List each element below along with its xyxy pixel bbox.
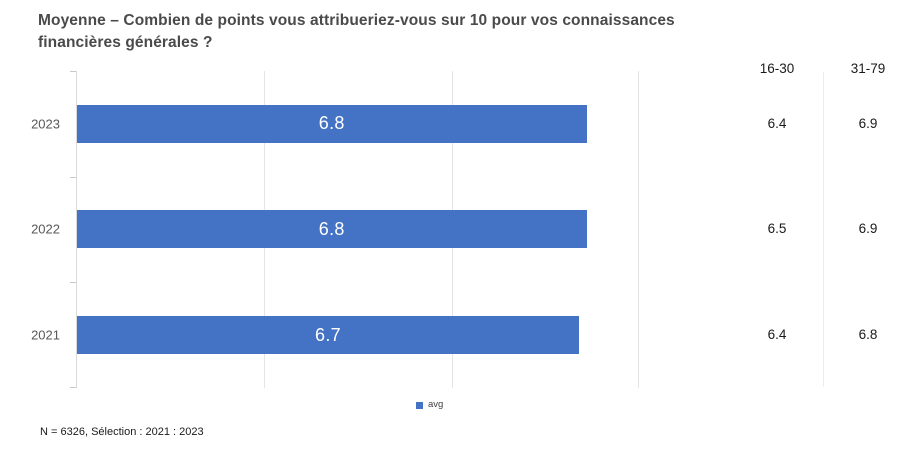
bar-2021-avg[interactable]: 6.7 [77,316,580,355]
axis-tick [70,282,76,284]
axis-tick [70,71,76,72]
bar-row-2021: 2021 6.7 [31,282,639,388]
bar-2023-avg[interactable]: 6.8 [77,104,587,143]
age-column-header-16-30: 16-30 [759,61,795,76]
category-label-2021: 2021 [31,327,60,343]
age-value-2023-31-79: 6.9 [858,116,878,131]
age-value-2023-16-30: 6.4 [767,116,787,131]
legend[interactable]: avg [416,400,443,410]
bar-data-label: 6.8 [318,113,345,134]
age-column-header-31-79: 31-79 [850,61,886,76]
axis-tick [70,387,76,388]
category-label-2022: 2022 [31,221,60,237]
bar-data-label: 6.8 [318,218,345,239]
legend-swatch-icon [416,401,423,409]
age-value-2022-31-79: 6.9 [858,221,878,236]
axis-tick [70,176,76,178]
age-column-divider [823,72,824,387]
bar-2022-avg[interactable]: 6.8 [77,210,587,249]
bar-row-2022: 2022 6.8 [31,177,639,283]
age-value-2021-31-79: 6.8 [858,327,878,342]
gridline [638,71,639,388]
chart-title: Moyenne – Combien de points vous attribu… [38,12,675,51]
age-value-2022-16-30: 6.5 [767,221,787,236]
plot-area: 2023 6.8 2022 6.8 2021 6.7 [31,71,639,388]
age-value-2021-16-30: 6.4 [767,327,787,342]
bar-row-2023: 2023 6.8 [31,71,639,177]
bar-data-label: 6.7 [315,324,341,345]
legend-label: avg [428,399,444,410]
category-label-2023: 2023 [31,116,60,132]
footnote: N = 6326, Sélection : 2021 : 2023 [40,426,204,438]
